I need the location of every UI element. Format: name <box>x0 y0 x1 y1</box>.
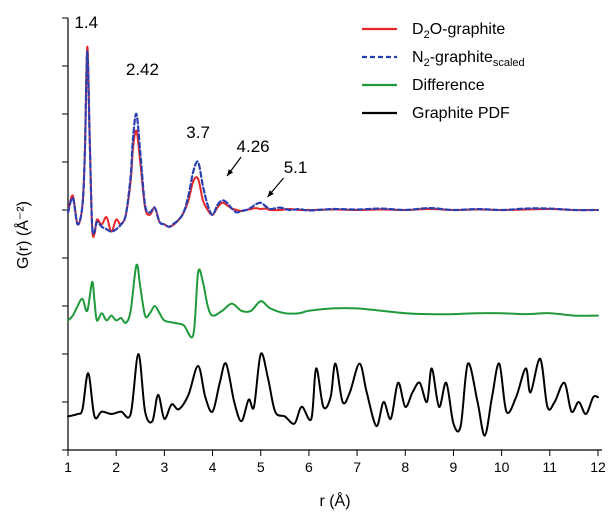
annotation-arrowhead <box>267 190 274 197</box>
x-tick-label: 12 <box>590 459 606 475</box>
peak-label: 3.7 <box>186 123 210 142</box>
peak-label: 2.42 <box>126 60 159 79</box>
peak-annotations: 1.4 2.42 3.7 4.26 5.1 <box>74 13 308 198</box>
x-tick-label: 2 <box>112 459 120 475</box>
x-tick-label: 4 <box>209 459 217 475</box>
peak-label: 1.4 <box>74 13 98 32</box>
series-line-difference <box>67 263 599 339</box>
x-tick-label: 11 <box>543 459 558 475</box>
peak-label: 5.1 <box>284 158 308 177</box>
legend-label: Graphite PDF <box>412 105 510 122</box>
legend-label: N2-graphitescaled <box>412 49 525 69</box>
y-axis-ticks <box>62 17 68 451</box>
x-axis-title: r (Å) <box>319 491 350 510</box>
legend: D2O-graphite N2-graphitescaled Difference G… <box>362 21 525 122</box>
x-tick-label: 10 <box>494 459 510 475</box>
legend-label: Difference <box>412 77 485 94</box>
legend-label: D2O-graphite <box>412 21 505 41</box>
series-line-graphite-pdf <box>67 352 599 437</box>
x-axis-ticks: 1 2 3 4 5 6 7 8 9 10 11 12 <box>64 450 606 475</box>
x-tick-label: 6 <box>305 459 313 475</box>
x-tick-label: 3 <box>160 459 168 475</box>
x-tick-label: 1 <box>64 459 72 475</box>
annotation-arrowhead <box>227 169 234 176</box>
series-layer <box>66 45 600 437</box>
series-line-n-graphite-scaled <box>66 50 600 236</box>
x-tick-label: 5 <box>257 459 265 475</box>
x-tick-label: 7 <box>353 459 361 475</box>
x-tick-label: 8 <box>401 459 409 475</box>
x-tick-label: 9 <box>450 459 458 475</box>
y-axis-title: G(r) (Å⁻²) <box>13 201 32 269</box>
plot-frame <box>67 18 602 451</box>
peak-label: 4.26 <box>237 137 270 156</box>
